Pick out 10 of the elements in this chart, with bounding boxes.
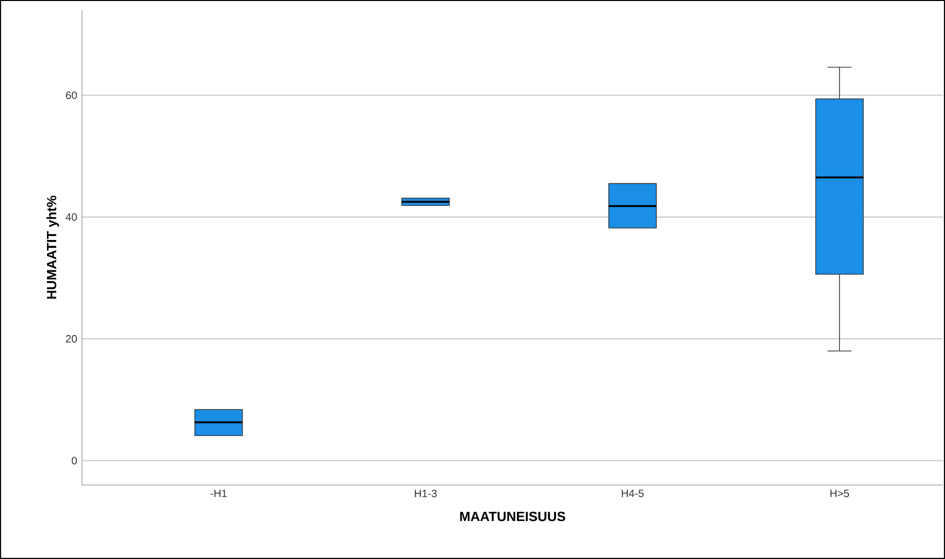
y-axis-title: HUMAATIT yht% (46, 196, 59, 299)
x-tick-label: -H1 (210, 490, 227, 498)
y-tick-label: 60 (66, 91, 77, 100)
x-tick-label: H1-3 (414, 490, 437, 498)
x-tick-label: H>5 (830, 490, 849, 498)
x-tick-label: H4-5 (622, 490, 644, 498)
x-axis-title: MAATUNEISUUS (460, 512, 566, 522)
y-tick-label: 0 (72, 456, 77, 464)
y-tick-label: 20 (66, 335, 77, 343)
y-tick-label: 40 (66, 213, 77, 221)
